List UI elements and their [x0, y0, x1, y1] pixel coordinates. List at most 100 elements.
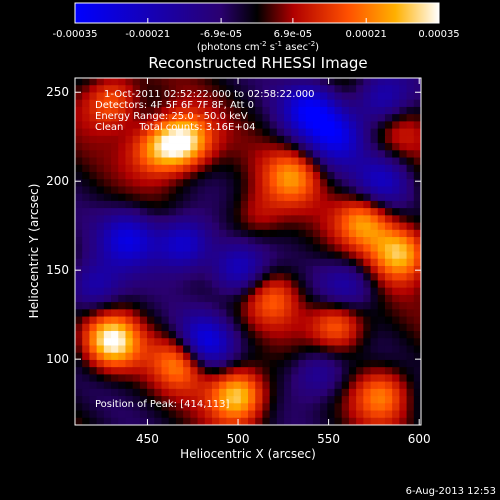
heatmap-cell	[204, 381, 213, 390]
heatmap-cell	[341, 114, 350, 122]
heatmap-cell	[118, 171, 126, 180]
heatmap-cell	[384, 396, 393, 404]
heatmap-cell	[356, 410, 364, 419]
heatmap-cell	[392, 215, 400, 223]
heatmap-cell	[363, 381, 371, 390]
heatmap-cell	[75, 309, 83, 317]
heatmap-cell	[183, 345, 191, 354]
heatmap-cell	[276, 164, 285, 173]
heatmap-cell	[147, 128, 155, 137]
heatmap-cell	[334, 150, 343, 158]
heatmap-cell	[226, 367, 234, 375]
heatmap-cell	[356, 345, 364, 354]
heatmap-cell	[320, 200, 328, 209]
heatmap-cell	[312, 150, 321, 158]
heatmap-cell	[341, 287, 350, 296]
heatmap-cell	[284, 237, 292, 245]
heatmap-cell	[219, 171, 227, 180]
heatmap-cell	[204, 280, 213, 289]
heatmap-cell	[103, 229, 112, 238]
heatmap-cell	[291, 135, 299, 144]
heatmap-cell	[413, 417, 421, 425]
heatmap-cell	[262, 200, 271, 209]
heatmap-cell	[392, 417, 400, 425]
heatmap-cell	[211, 106, 220, 115]
heatmap-cell	[284, 323, 292, 332]
heatmap-cell	[327, 273, 335, 281]
heatmap-cell	[363, 273, 371, 281]
heatmap-cell	[161, 302, 170, 310]
heatmap-cell	[248, 150, 256, 158]
heatmap-cell	[377, 78, 386, 86]
heatmap-cell	[197, 85, 206, 93]
heatmap-cell	[363, 374, 371, 383]
heatmap-cell	[183, 222, 191, 231]
heatmap-cell	[341, 193, 350, 202]
heatmap-cell	[298, 403, 307, 411]
heatmap-cell	[183, 164, 191, 173]
heatmap-cell	[356, 338, 364, 346]
heatmap-cell	[284, 208, 292, 216]
heatmap-cell	[103, 200, 112, 209]
heatmap-cell	[276, 135, 285, 144]
heatmap-cell	[312, 99, 321, 108]
heatmap-cell	[240, 258, 249, 267]
heatmap-cell	[413, 78, 421, 86]
heatmap-cell	[370, 128, 379, 137]
heatmap-cell	[240, 99, 249, 108]
heatmap-cell	[276, 280, 285, 289]
heatmap-cell	[132, 287, 141, 296]
heatmap-cell	[175, 244, 184, 252]
heatmap-cell	[168, 316, 177, 325]
heatmap-cell	[276, 99, 285, 108]
heatmap-cell	[219, 229, 227, 238]
heatmap-cell	[312, 265, 321, 274]
heatmap-cell	[147, 331, 155, 339]
heatmap-cell	[284, 388, 292, 397]
heatmap-cell	[370, 186, 379, 195]
heatmap-cell	[327, 237, 335, 245]
heatmap-cell	[284, 273, 292, 281]
heatmap-cell	[82, 381, 90, 390]
heatmap-cell	[384, 215, 393, 223]
heatmap-cell	[125, 237, 134, 245]
heatmap-cell	[334, 157, 343, 166]
heatmap-cell	[320, 381, 328, 390]
heatmap-cell	[190, 157, 198, 166]
heatmap-cell	[320, 287, 328, 296]
heatmap-cell	[291, 229, 299, 238]
heatmap-cell	[161, 265, 170, 274]
heatmap-cell	[175, 287, 184, 296]
heatmap-cell	[211, 215, 220, 223]
heatmap-cell	[356, 396, 364, 404]
heatmap-cell	[248, 215, 256, 223]
heatmap-cell	[399, 193, 407, 202]
x-tick-label: 450	[136, 432, 159, 446]
heatmap-cell	[248, 352, 256, 361]
heatmap-cell	[269, 258, 278, 267]
heatmap-cell	[118, 388, 126, 397]
heatmap-cell	[384, 309, 393, 317]
heatmap-cell	[384, 229, 393, 238]
heatmap-cell	[96, 388, 105, 397]
heatmap-cell	[341, 222, 350, 231]
heatmap-cell	[262, 345, 271, 354]
heatmap-cell	[211, 208, 220, 216]
heatmap-cell	[175, 302, 184, 310]
heatmap-cell	[320, 331, 328, 339]
heatmap-cell	[320, 229, 328, 238]
x-axis-ticks: 450 500 550 600	[136, 78, 431, 446]
heatmap-cell	[154, 374, 162, 383]
heatmap-cell	[392, 388, 400, 397]
heatmap-cell	[305, 410, 314, 419]
heatmap-cell	[82, 367, 90, 375]
heatmap-cell	[161, 128, 170, 137]
colorbar-tick-label: 6.9e-05	[274, 29, 312, 40]
heatmap-cell	[139, 229, 148, 238]
heatmap-cell	[413, 244, 421, 252]
heatmap-cell	[75, 367, 83, 375]
heatmap-cell	[334, 85, 343, 93]
heatmap-cell	[348, 359, 357, 368]
heatmap-cell	[132, 150, 141, 158]
heatmap-cell	[211, 273, 220, 281]
